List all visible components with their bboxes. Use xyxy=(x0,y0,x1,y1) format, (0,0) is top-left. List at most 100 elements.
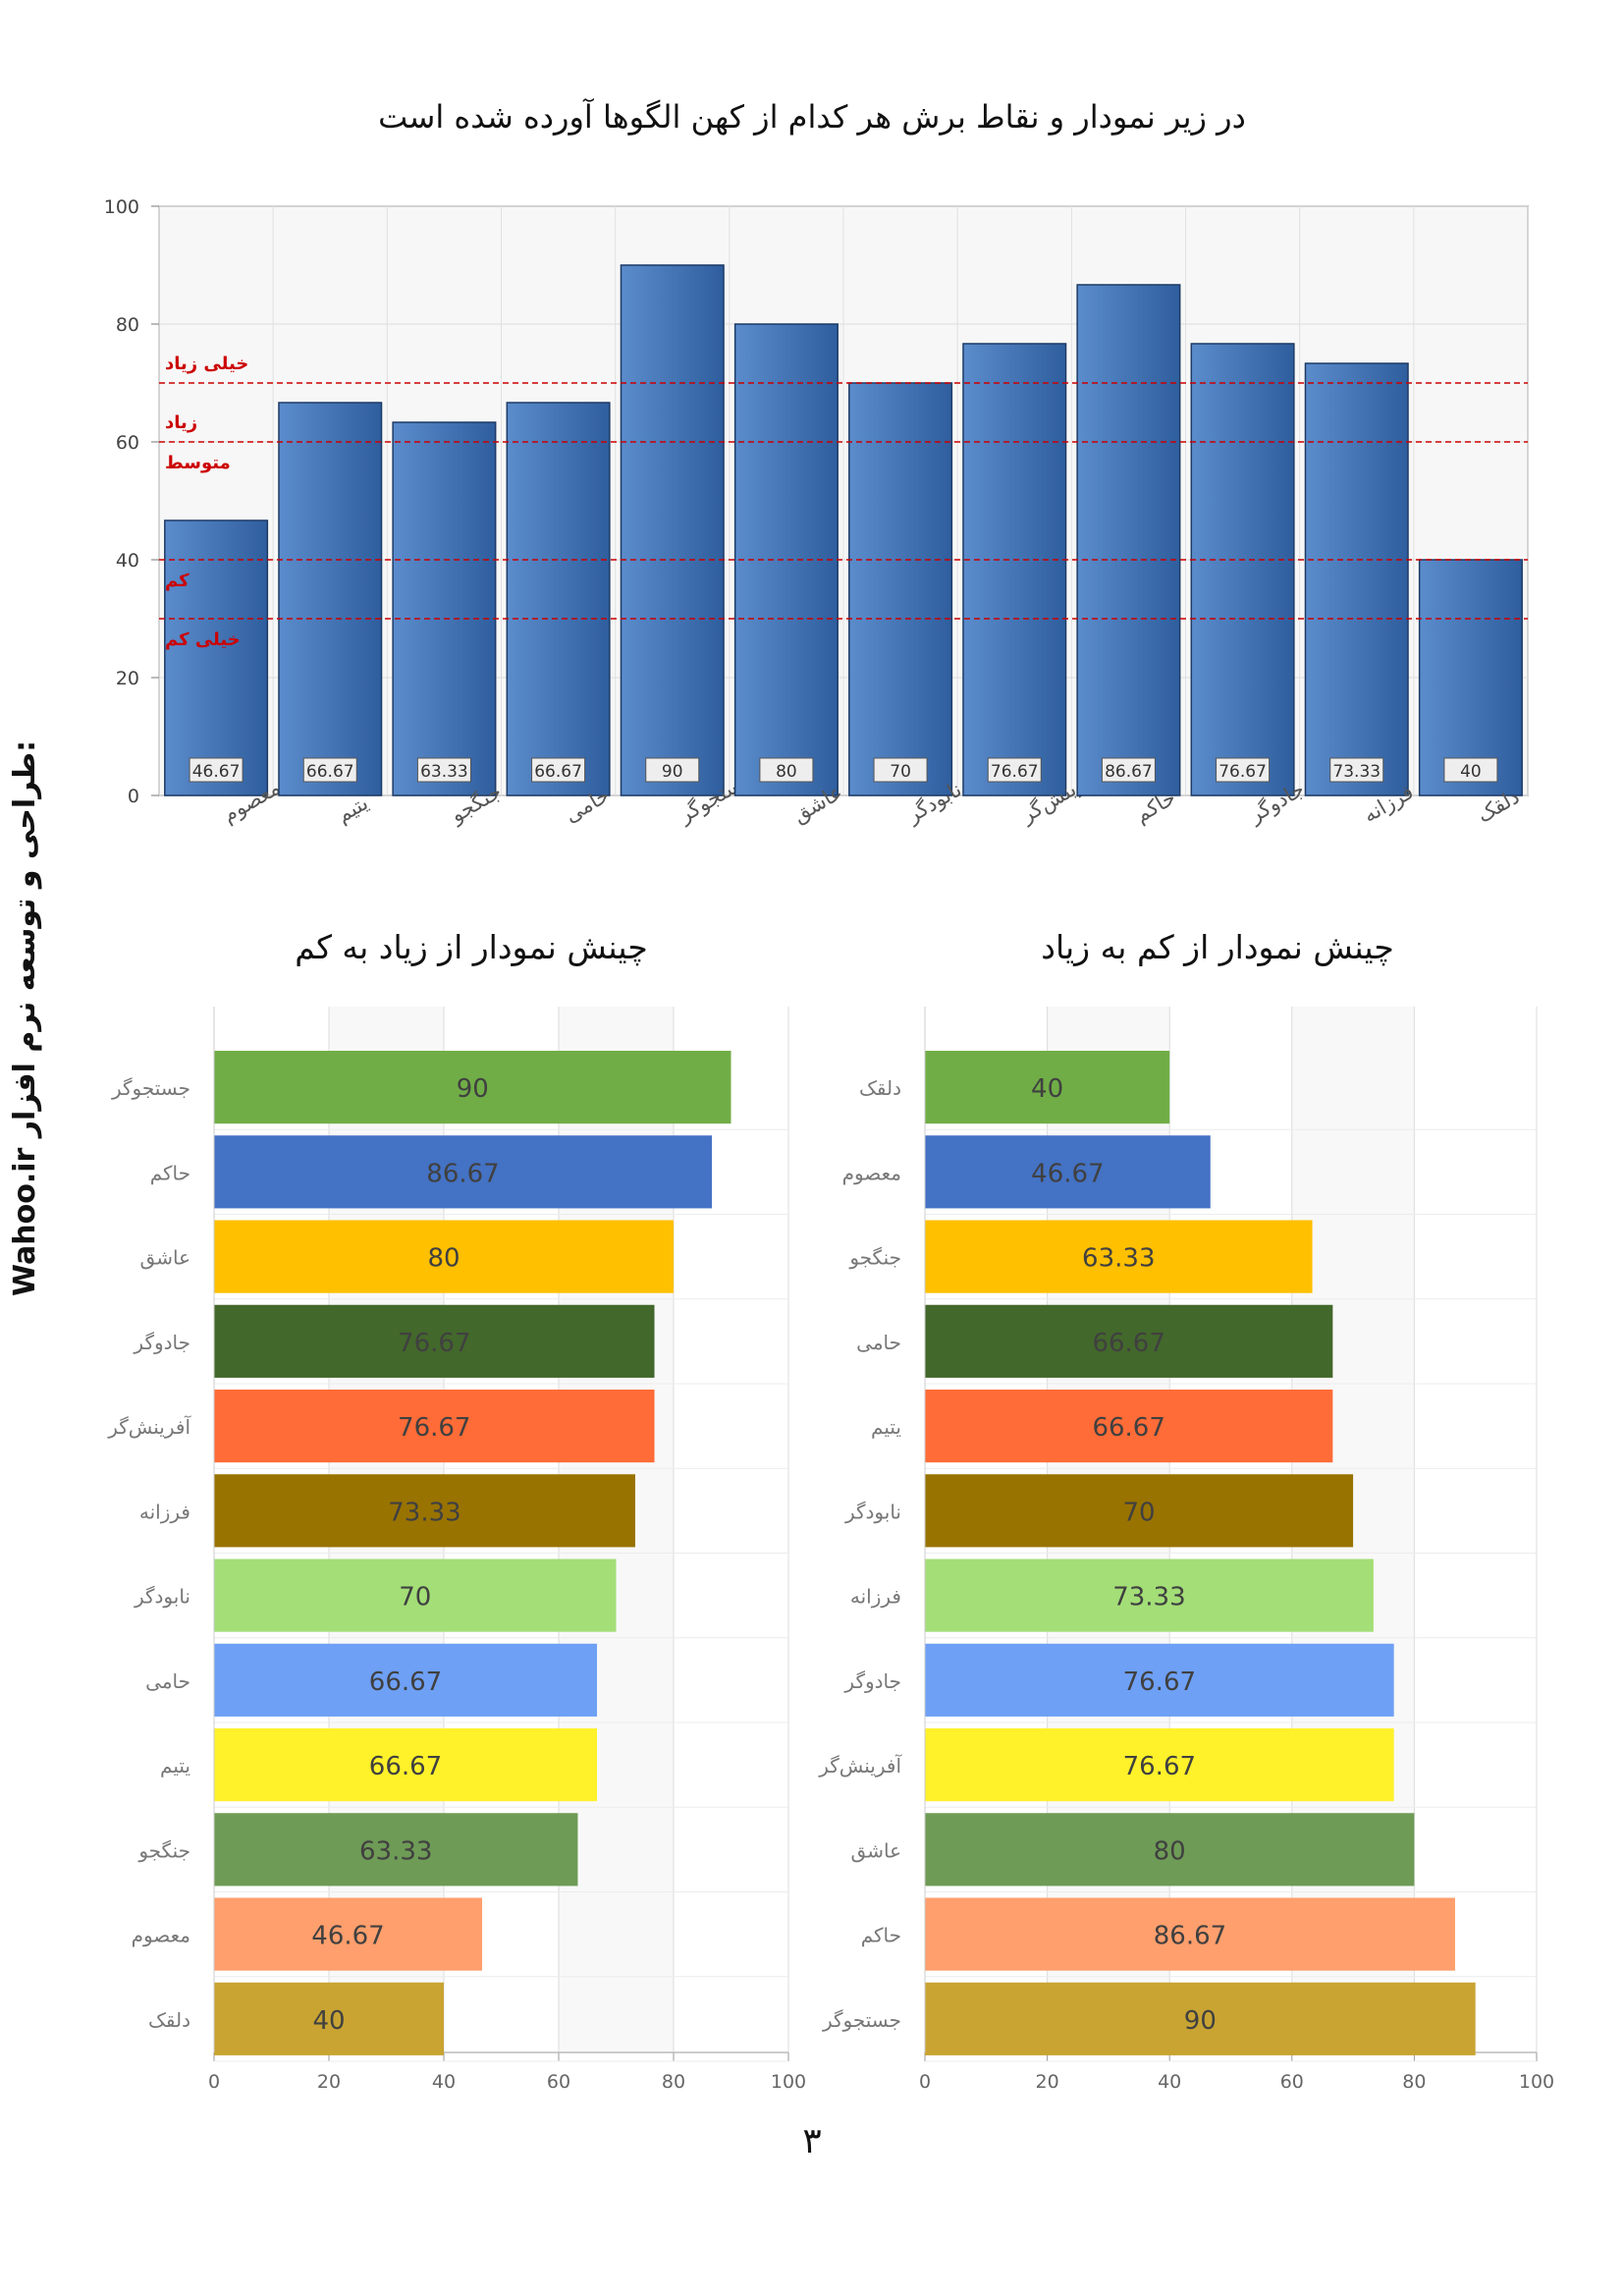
data-label-box xyxy=(759,757,814,783)
x-tick-label: 40 xyxy=(1158,2071,1181,2093)
cutoff-label: کم xyxy=(165,571,189,591)
data-label: 73.33 xyxy=(388,1498,460,1527)
y-tick-label: 60 xyxy=(116,432,139,454)
data-label: 80 xyxy=(776,762,797,782)
bar xyxy=(214,1982,444,2055)
data-label-box xyxy=(1216,757,1271,783)
data-label: 73.33 xyxy=(1112,1583,1185,1613)
data-label-box xyxy=(1443,757,1498,783)
y-tick-label: نابودگر xyxy=(844,1500,901,1523)
bar xyxy=(506,402,611,796)
y-tick-label: دلقک xyxy=(859,1076,901,1100)
page-title: در زیر نمودار و نقاط برش هر کدام از کهن … xyxy=(378,98,1246,136)
x-tick-label: 20 xyxy=(1036,2071,1059,2093)
asc-chart-title: چینش نمودار از کم به زیاد xyxy=(1041,928,1394,966)
y-tick-label: یتیم xyxy=(871,1415,901,1439)
bar xyxy=(214,1390,655,1463)
bar xyxy=(278,402,383,796)
data-label: 63.33 xyxy=(1082,1244,1155,1274)
data-label: 66.67 xyxy=(306,762,354,782)
data-label: 86.67 xyxy=(1105,762,1153,782)
data-label: 76.67 xyxy=(991,762,1039,782)
y-tick-label: 80 xyxy=(116,314,139,336)
y-tick-label: حامی xyxy=(145,1669,190,1693)
bar xyxy=(925,1643,1394,1717)
data-label: 76.67 xyxy=(1123,1752,1196,1781)
x-tick-label: 80 xyxy=(662,2071,685,2093)
desc-chart-title: چینش نمودار از زیاد به کم xyxy=(295,928,648,966)
data-label: 66.67 xyxy=(534,762,582,782)
x-tick-label: 60 xyxy=(547,2071,570,2093)
x-tick-label: 100 xyxy=(771,2071,806,2093)
bar xyxy=(925,1304,1333,1378)
x-tick-label: 0 xyxy=(919,2071,931,2093)
bar xyxy=(214,1135,713,1209)
data-label: 40 xyxy=(1460,762,1482,782)
data-label: 46.67 xyxy=(1031,1159,1104,1188)
data-label-box xyxy=(531,757,586,783)
data-label-box xyxy=(873,757,928,783)
bar xyxy=(925,1135,1211,1209)
bar xyxy=(962,343,1067,796)
bar xyxy=(214,1474,635,1548)
data-label-box xyxy=(1101,757,1156,783)
bar xyxy=(214,1728,598,1802)
y-tick-label: جستجوگر xyxy=(111,1076,190,1100)
bar xyxy=(214,1051,731,1124)
y-tick-label: جادوگر xyxy=(843,1669,901,1693)
data-label: 63.33 xyxy=(359,1836,432,1866)
data-label: 66.67 xyxy=(1092,1413,1164,1443)
bar xyxy=(214,1220,674,1293)
data-label: 66.67 xyxy=(369,1752,442,1781)
data-label: 63.33 xyxy=(420,762,468,782)
bar xyxy=(925,1390,1333,1463)
cutoff-label: خیلی زیاد xyxy=(165,354,248,374)
data-label: 70 xyxy=(890,762,911,782)
y-tick-label: فرزانه xyxy=(850,1585,901,1609)
data-label-box xyxy=(1329,757,1384,783)
data-label: 66.67 xyxy=(1092,1329,1164,1358)
bar xyxy=(1076,284,1181,796)
data-label-box xyxy=(645,757,700,783)
x-tick-label: 40 xyxy=(432,2071,456,2093)
bar xyxy=(392,421,497,796)
y-tick-label: 100 xyxy=(104,196,139,218)
bar xyxy=(925,1813,1415,1886)
bar xyxy=(925,1220,1313,1293)
y-tick-label: معصوم xyxy=(842,1161,901,1184)
bar xyxy=(164,519,269,796)
data-label: 90 xyxy=(1184,2006,1217,2036)
y-tick-label: عاشق xyxy=(851,1838,901,1862)
y-tick-label: معصوم xyxy=(132,1924,190,1947)
bar xyxy=(1190,343,1295,796)
data-label: 90 xyxy=(457,1074,489,1104)
bar xyxy=(214,1558,617,1632)
y-tick-label: آفرینش‌گر xyxy=(107,1414,191,1439)
y-tick-label: آفرینش‌گر xyxy=(818,1753,902,1777)
y-tick-label: دلقک xyxy=(148,2008,190,2032)
bar xyxy=(214,1897,483,1971)
data-label: 70 xyxy=(399,1583,431,1613)
data-label: 76.67 xyxy=(1218,762,1267,782)
y-tick-label: حاکم xyxy=(150,1161,190,1184)
bar xyxy=(620,264,725,796)
bar xyxy=(925,1728,1394,1802)
bar xyxy=(925,1558,1374,1632)
data-label: 70 xyxy=(1123,1498,1156,1527)
y-tick-label: 0 xyxy=(128,786,139,807)
y-tick-label: عاشق xyxy=(140,1246,190,1270)
data-label: 86.67 xyxy=(426,1159,499,1188)
y-tick-label: حاکم xyxy=(861,1924,901,1947)
data-label-box xyxy=(987,757,1042,783)
data-label: 76.67 xyxy=(398,1413,470,1443)
page-number: ۳ xyxy=(802,2121,822,2161)
bar xyxy=(1304,362,1409,796)
data-label: 90 xyxy=(662,762,683,782)
data-label: 66.67 xyxy=(369,1667,442,1697)
bar xyxy=(925,1897,1455,1971)
y-tick-label: نابودگر xyxy=(134,1585,190,1609)
bar xyxy=(1418,559,1523,796)
data-label-box xyxy=(302,757,357,783)
